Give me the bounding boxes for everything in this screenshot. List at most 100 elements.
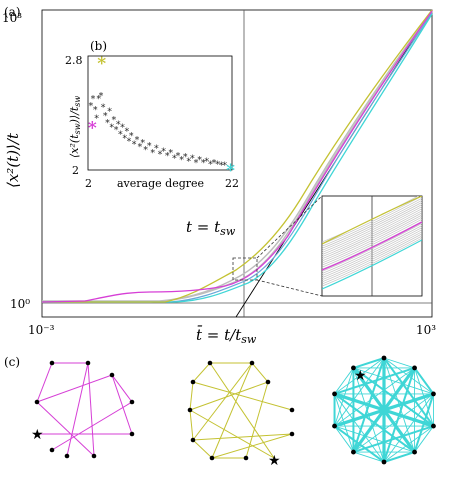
- zoom-gray-curve: [322, 216, 422, 266]
- network-edge: [334, 357, 385, 427]
- zoom-gray-curve: [322, 223, 422, 272]
- panel-label-b: (b): [90, 39, 107, 53]
- highlight-point: *: [97, 54, 106, 74]
- scatter-point: *: [179, 156, 184, 166]
- cyan-network-nodes: [332, 355, 436, 465]
- zoom-gray-curve: [322, 235, 422, 285]
- panel-label-c: (c): [4, 355, 20, 369]
- network-edge: [334, 366, 415, 395]
- zoom-magenta-curve: [322, 221, 422, 271]
- inset-y-label-b: )⟩/t: [68, 106, 81, 124]
- network-edge: [189, 381, 194, 411]
- zoom-gray-curve: [322, 206, 422, 255]
- scatter-point: *: [147, 142, 152, 152]
- inset-frame: [87, 55, 233, 171]
- network-node: [351, 365, 356, 371]
- zoom-cyan-curve: [322, 239, 422, 290]
- inset-x-axis-label: average degree: [117, 177, 204, 190]
- y-tick-bottom: 10⁰: [10, 297, 30, 311]
- network-node: [265, 379, 271, 385]
- inset-scatter-points: ************************* ** ** * * ** * * * * * * *…: [89, 92, 228, 172]
- network-node: [49, 447, 55, 453]
- network-node: [209, 455, 215, 461]
- scatter-point: *: [107, 108, 112, 118]
- zoom-gray-curve: [322, 202, 422, 251]
- network-node: [249, 360, 255, 366]
- zoom-gray-curve: [322, 229, 422, 279]
- scatter-point: *: [118, 130, 123, 140]
- network-edge: [66, 362, 89, 457]
- scatter-point: *: [125, 128, 130, 138]
- network-edge: [192, 433, 293, 441]
- scatter-point: *: [183, 153, 188, 163]
- scatter-point: *: [169, 149, 174, 159]
- network-edge: [414, 425, 434, 453]
- zoom-gray-curve: [322, 196, 422, 245]
- network-edge: [334, 393, 385, 463]
- olive-curve: [42, 9, 433, 303]
- scatter-point: *: [138, 143, 143, 153]
- scatter-point: *: [165, 152, 170, 162]
- zoom-gray-curve: [322, 214, 422, 264]
- tsw-annotation: t = tsw: [186, 218, 236, 238]
- inset-y-tick-top: 2.8: [65, 54, 83, 67]
- y-tick-top: 10³: [2, 11, 22, 25]
- network-node: [289, 407, 295, 413]
- network-edge: [189, 409, 194, 441]
- scatter-point: *: [99, 92, 104, 102]
- scatter-point: *: [154, 145, 159, 155]
- network-node: [289, 431, 295, 437]
- network-edge: [334, 425, 354, 453]
- zoom-gray-curve: [322, 204, 422, 253]
- network-edge: [211, 362, 253, 459]
- network-node: [431, 423, 436, 429]
- network-node: [243, 455, 249, 461]
- main-x-axis-label: t̄ = t/tsw: [196, 326, 257, 346]
- main-x-axis-label-sub: sw: [241, 333, 257, 346]
- network-edge: [111, 374, 133, 435]
- zoom-olive-curve: [322, 196, 422, 245]
- network-edge: [192, 362, 211, 383]
- network-node: [412, 365, 417, 371]
- network-node: [381, 459, 387, 465]
- scatter-point: *: [140, 139, 145, 149]
- svg-text:t̄ = t/tsw: t̄ = t/tsw: [196, 326, 257, 346]
- scatter-point: *: [151, 149, 156, 159]
- highlight-point: *: [88, 118, 97, 138]
- panel-label-a: (a): [4, 5, 21, 19]
- network-node: [85, 360, 91, 366]
- network-node: [351, 449, 356, 455]
- network-edge: [353, 367, 385, 463]
- zoom-inset: [321, 195, 423, 297]
- network-node: [64, 453, 70, 459]
- scatter-point: *: [212, 159, 217, 169]
- network-edge: [192, 439, 213, 459]
- scatter-point: *: [89, 102, 94, 112]
- network-olive: ★: [187, 360, 295, 469]
- network-edge: [383, 357, 435, 427]
- zoom-gray-curves: [322, 196, 422, 287]
- x-tick-left: 10⁻³: [28, 323, 55, 337]
- scatter-point: *: [132, 140, 137, 150]
- zoom-gray-curve: [322, 197, 422, 247]
- scatter-point: *: [116, 120, 121, 130]
- network-node: [190, 437, 196, 443]
- zoom-connector-bottom: [256, 279, 323, 297]
- star-marker: ★: [354, 368, 367, 384]
- network-edge: [87, 362, 95, 457]
- network-edge: [111, 374, 133, 403]
- scatter-point: *: [129, 132, 134, 142]
- main-y-axis-label: ⟨x²(t)⟩/t: [4, 132, 22, 188]
- network-node: [332, 391, 337, 397]
- scatter-point: *: [97, 95, 102, 105]
- network-edge: [334, 425, 415, 453]
- network-edge: [383, 393, 434, 463]
- scatter-point: *: [219, 162, 224, 172]
- scatter-point: *: [103, 112, 108, 122]
- scatter-point: *: [190, 155, 195, 165]
- network-node: [190, 379, 196, 385]
- scatter-point: *: [201, 159, 206, 169]
- network-edge: [334, 393, 354, 453]
- network-node: [187, 407, 193, 413]
